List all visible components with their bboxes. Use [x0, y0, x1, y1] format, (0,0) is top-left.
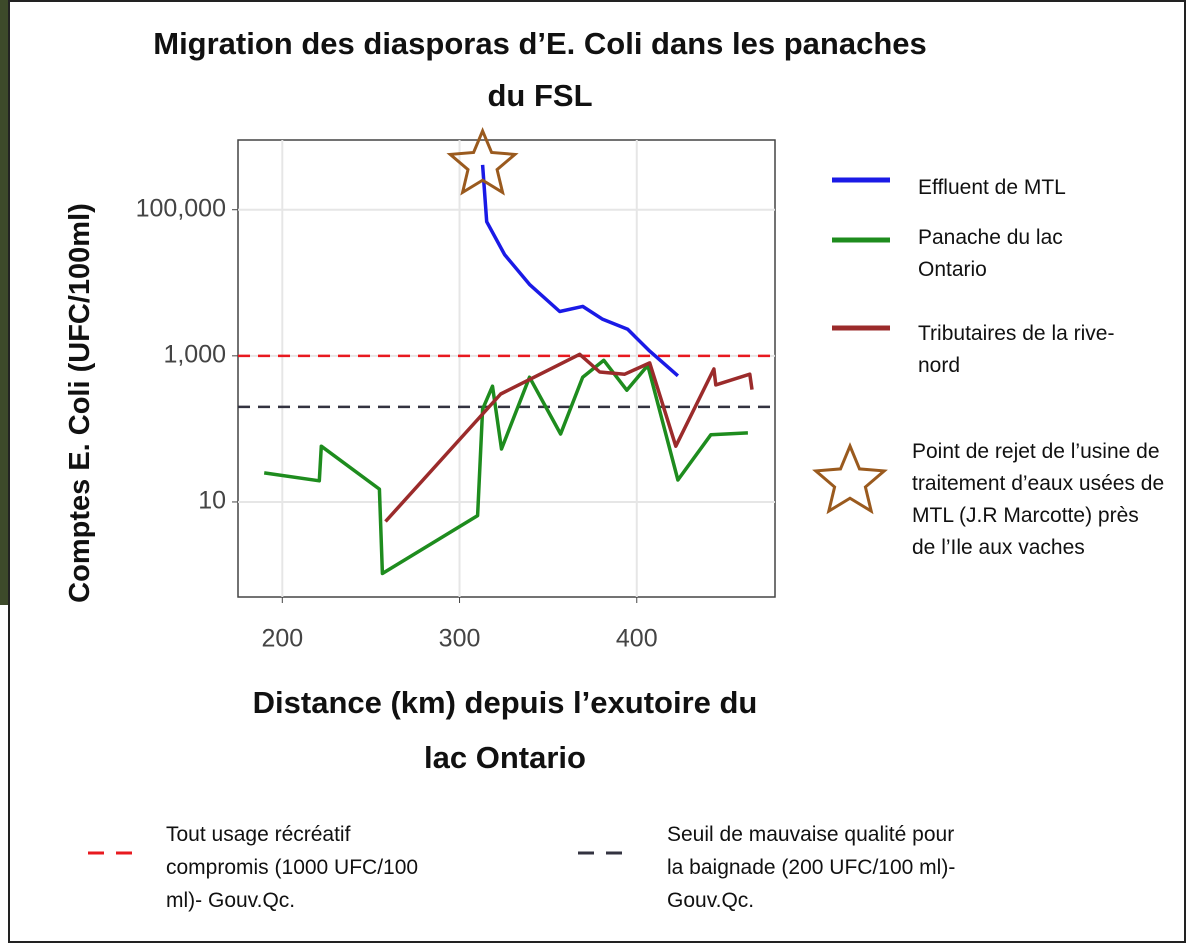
legend-label: Effluent de MTL	[918, 172, 1158, 204]
chart-title: Migration des diasporas d’E. Coli dans l…	[140, 18, 940, 122]
hline-label: Tout usage récréatif compromis (1000 UFC…	[166, 818, 436, 917]
y-tick-label: 10	[198, 487, 226, 515]
page: 200 300 400 10 1,000 100,000 Migration des di…	[0, 0, 1188, 943]
legend-label: Tributaires de la rive-nord	[918, 318, 1128, 382]
background-strip	[0, 0, 9, 605]
y-axis-label: Comptes E. Coli (UFC/100ml)	[55, 193, 105, 613]
hline-label: Seuil de mauvaise qualité pour la baigna…	[667, 818, 967, 917]
y-tick-label: 100,000	[136, 194, 226, 222]
y-tick-label: 1,000	[163, 340, 226, 368]
x-tick-label: 300	[439, 625, 481, 653]
plot-area	[238, 140, 775, 597]
legend-swatch	[816, 446, 884, 511]
x-tick-label: 200	[261, 625, 303, 653]
legend-label: Panache du lac Ontario	[918, 222, 1118, 286]
annotation-label: Point de rejet de l’usine de traitement …	[912, 436, 1167, 564]
x-axis-label: Distance (km) depuis l’exutoire du lac O…	[250, 675, 760, 785]
x-tick-label: 400	[616, 625, 658, 653]
